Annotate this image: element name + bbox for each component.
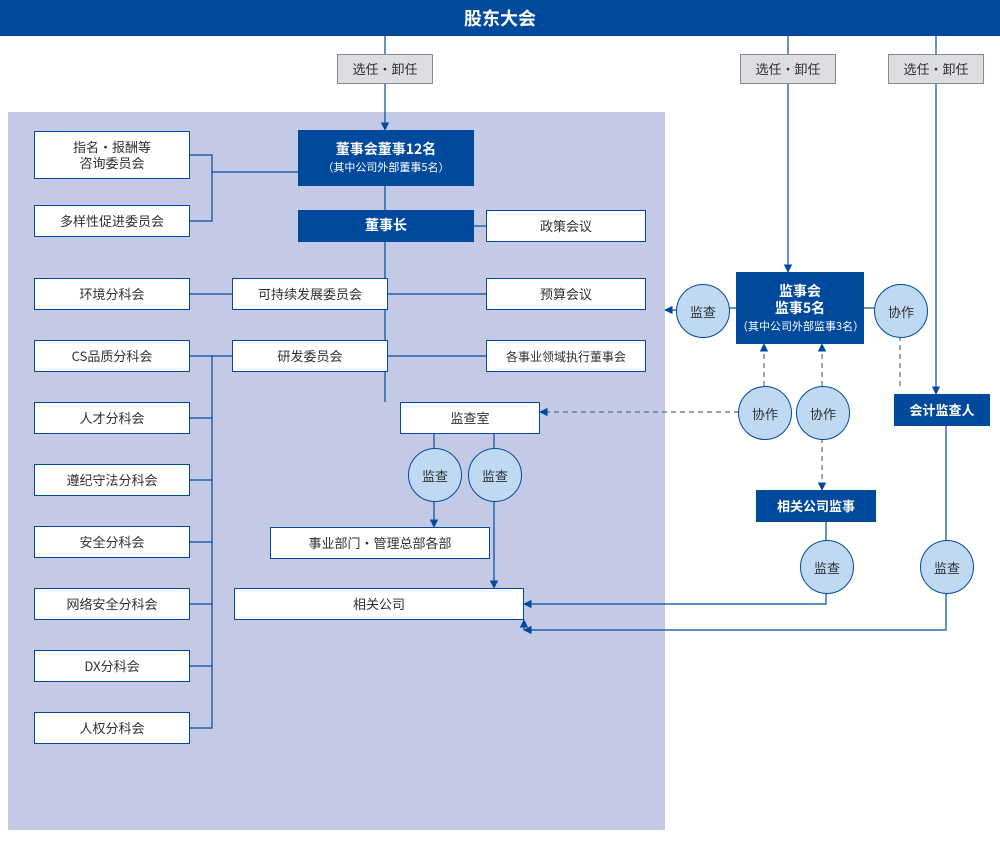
node-rd: 研发委员会 <box>232 340 388 372</box>
node-hr_rights: 人权分科会 <box>34 712 190 744</box>
node-supervisory: 监事会 监事5名（其中公司外部监事3名） <box>736 272 864 344</box>
node-cyber: 网络安全分科会 <box>34 588 190 620</box>
node-chairman: 董事长 <box>298 210 474 242</box>
node-appoint_mid: 选任·卸任 <box>740 54 836 84</box>
node-related_co: 相关公司 <box>234 588 524 620</box>
org-chart-diagram: 股东大会选任·卸任 选任·卸任 选任·卸任指名·报酬等 咨询委员会多样性促进委员会 董… <box>0 0 1000 846</box>
circle-c_insp_mid_l: 监查 <box>408 448 462 502</box>
node-sustain: 可持续发展委员会 <box>232 278 388 310</box>
header-title: 股东大会 <box>0 0 1000 36</box>
node-exec_board: 各事业领域执行董事会 <box>486 340 646 372</box>
circle-c_insp_btm_l: 监查 <box>800 540 854 594</box>
node-audit_office: 监查室 <box>400 402 540 434</box>
node-appoint_left: 选任·卸任 <box>337 54 433 84</box>
node-rel_auditor: 相关公司监事 <box>756 490 876 522</box>
node-acct_auditor: 会计监查人 <box>894 394 990 426</box>
node-safety: 安全分科会 <box>34 526 190 558</box>
circle-c_left_inspect: 监查 <box>676 284 730 338</box>
circle-c_right_coop: 协作 <box>874 284 928 338</box>
node-biz_div: 事业部门·管理总部各部 <box>270 527 490 559</box>
circle-c_insp_mid_r: 监查 <box>468 448 522 502</box>
circle-c_coop_l: 协作 <box>738 386 792 440</box>
node-diversity: 多样性促进委员会 <box>34 205 190 237</box>
node-advisory: 指名·报酬等 咨询委员会 <box>34 131 190 179</box>
circle-c_insp_btm_r: 监查 <box>920 540 974 594</box>
node-env: 环境分科会 <box>34 278 190 310</box>
circle-c_coop_r: 协作 <box>796 386 850 440</box>
node-compliance: 遵纪守法分科会 <box>34 464 190 496</box>
node-cs: CS品质分科会 <box>34 340 190 372</box>
node-budget: 预算会议 <box>486 278 646 310</box>
node-talent: 人才分科会 <box>34 402 190 434</box>
node-dx: DX分科会 <box>34 650 190 682</box>
node-policy: 政策会议 <box>486 210 646 242</box>
node-appoint_right: 选任·卸任 <box>888 54 984 84</box>
node-board: 董事会董事12名（其中公司外部董事5名） <box>298 130 474 186</box>
